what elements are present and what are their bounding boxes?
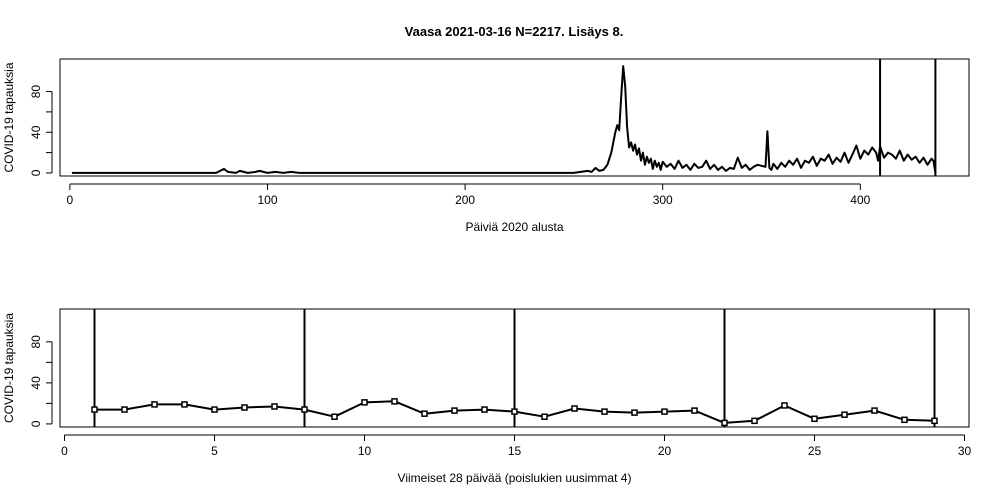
bottom-x-tick-label: 10 (358, 444, 372, 458)
bottom-y-tick-label: 0 (29, 420, 43, 427)
bottom-data-point (151, 401, 158, 408)
top-series-line (71, 65, 937, 174)
top-x-tick-label: 0 (67, 193, 74, 207)
bottom-data-point (511, 408, 518, 415)
bottom-y-tick-label: 40 (29, 376, 43, 390)
bottom-data-point (661, 408, 668, 415)
bottom-x-tick-label: 15 (508, 444, 522, 458)
bottom-data-point (271, 403, 278, 410)
top-x-tick-label: 300 (653, 193, 673, 207)
bottom-data-point (691, 407, 698, 414)
bottom-data-point (811, 415, 818, 423)
bottom-data-point (331, 413, 338, 420)
bottom-data-point (571, 405, 578, 412)
top-panel: 0 100 200 300 400 0 40 80 Päiviä 2020 alusta COVI… (2, 58, 970, 234)
bottom-data-point (421, 410, 428, 417)
bottom-panel: 0 5 10 15 20 25 30 0 40 80 Viimeiset 28 päivää (po… (2, 308, 972, 485)
top-x-axis-label: Päiviä 2020 alusta (465, 220, 563, 234)
bottom-x-axis-label: Viimeiset 28 päivää (poislukien uusimmat… (398, 471, 632, 485)
bottom-y-tick-label: 80 (29, 335, 43, 349)
bottom-data-point (721, 419, 728, 427)
bottom-data-point (91, 406, 98, 413)
top-x-tick-label: 400 (850, 193, 870, 207)
top-x-tick-label: 100 (257, 193, 277, 207)
bottom-data-point (871, 407, 878, 414)
bottom-y-axis-label: COVID-19 tapauksia (2, 313, 16, 423)
bottom-data-point (181, 401, 188, 408)
bottom-x-tick-label: 0 (61, 444, 68, 458)
bottom-data-point (841, 411, 848, 418)
bottom-data-point (541, 413, 548, 420)
top-x-tick-label: 200 (455, 193, 475, 207)
bottom-data-point (901, 416, 908, 424)
bottom-x-tick-label: 20 (658, 444, 672, 458)
bottom-data-point (241, 404, 248, 411)
top-y-tick-label: 80 (29, 85, 43, 99)
bottom-x-tick-label: 5 (211, 444, 218, 458)
bottom-data-point (451, 407, 458, 414)
bottom-data-point (931, 417, 938, 425)
top-y-tick-label: 40 (29, 125, 43, 139)
bottom-data-point (211, 406, 218, 413)
bottom-data-point (391, 398, 398, 405)
chart-title: Vaasa 2021-03-16 N=2217. Lisäys 8. (405, 24, 624, 39)
bottom-data-point (781, 402, 788, 409)
bottom-data-point (121, 406, 128, 413)
bottom-data-point (751, 417, 758, 425)
bottom-data-point (481, 406, 488, 413)
top-y-axis-label: COVID-19 tapauksia (2, 62, 16, 172)
bottom-data-point (601, 408, 608, 415)
bottom-data-point (361, 399, 368, 406)
bottom-x-tick-label: 30 (958, 444, 972, 458)
bottom-data-point (301, 406, 308, 413)
bottom-data-point (631, 409, 638, 416)
bottom-x-tick-label: 25 (808, 444, 822, 458)
top-plot-frame (59, 58, 970, 177)
top-y-tick-label: 0 (29, 169, 43, 176)
